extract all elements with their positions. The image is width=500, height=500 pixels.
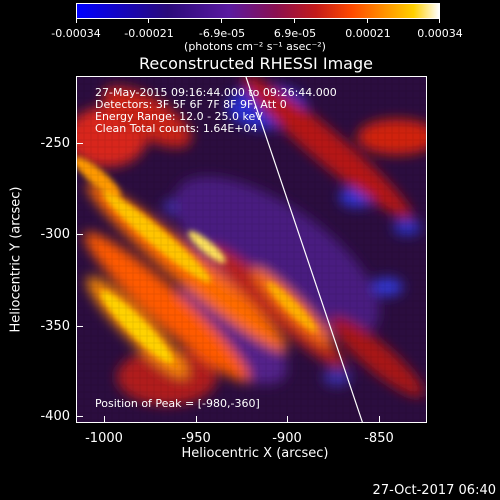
x-axis-label: Heliocentric X (arcsec) bbox=[181, 446, 329, 461]
colorbar bbox=[76, 3, 440, 19]
plot-title: Reconstructed RHESSI Image bbox=[139, 54, 373, 73]
generated-date: 27-Oct-2017 06:40 bbox=[372, 483, 496, 498]
x-axis-ticks bbox=[76, 416, 427, 423]
x-tick-label: -900 bbox=[272, 431, 302, 446]
rhessi-map-image bbox=[77, 77, 426, 422]
colorbar-tick-label: 0.00021 bbox=[345, 27, 391, 40]
time-range-label: 27-May-2015 09:16:44.000 to 09:26:44.000 bbox=[95, 86, 337, 99]
y-tick-label: -250 bbox=[40, 136, 70, 151]
detectors-label: Detectors: 3F 5F 6F 7F 8F 9F, Att 0 bbox=[95, 98, 287, 111]
peak-position-label: Position of Peak = [-980,-360] bbox=[95, 397, 260, 410]
y-axis-label: Heliocentric Y (arcsec) bbox=[8, 186, 24, 333]
y-tick-label: -350 bbox=[40, 319, 70, 334]
x-tick-label: -1000 bbox=[85, 431, 123, 446]
colorbar-tick-label: -0.00021 bbox=[124, 27, 174, 40]
colorbar-tick-label: -0.00034 bbox=[51, 27, 101, 40]
colorbar-units: (photons cm⁻² s⁻¹ asec⁻²) bbox=[184, 40, 326, 53]
colorbar-tick-label: -6.9e-05 bbox=[198, 27, 246, 40]
y-axis-ticks bbox=[76, 76, 83, 423]
rhessi-map: 27-May-2015 09:16:44.000 to 09:26:44.000… bbox=[76, 76, 427, 423]
energy-range-label: Energy Range: 12.0 - 25.0 keV bbox=[95, 110, 263, 123]
x-tick-label: -950 bbox=[181, 431, 211, 446]
algorithm-counts-label: Clean Total counts: 1.64E+04 bbox=[95, 122, 258, 135]
y-tick-label: -400 bbox=[40, 409, 70, 424]
colorbar-tick-label: 6.9e-05 bbox=[273, 27, 317, 40]
y-tick-label: -300 bbox=[40, 227, 70, 242]
x-tick-label: -850 bbox=[364, 431, 394, 446]
colorbar-ticks bbox=[76, 19, 440, 24]
solar-limb-line bbox=[245, 77, 363, 422]
colorbar-tick-label: 0.00034 bbox=[417, 27, 463, 40]
